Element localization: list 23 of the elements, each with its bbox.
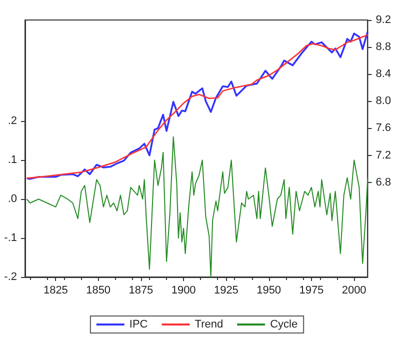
x-tick-label: 1850 <box>86 284 111 296</box>
x-tick-label: 1825 <box>43 284 68 296</box>
x-tick-label: 1900 <box>171 284 196 296</box>
legend-label: IPC <box>129 318 148 330</box>
y2-tick-label: 7.6 <box>376 122 392 134</box>
y2-tick-label: 8.8 <box>376 41 392 54</box>
y-tick-label: -.1 <box>4 232 17 244</box>
y-tick-label: .2 <box>8 115 17 128</box>
legend-label: Trend <box>194 318 224 330</box>
y-tick-label: -.2 <box>4 271 17 283</box>
x-tick-label: 2000 <box>342 284 366 296</box>
x-tick-label: 1875 <box>128 284 154 296</box>
y-tick-label: .1 <box>8 154 17 166</box>
y2-tick-label: 8.0 <box>376 95 392 108</box>
x-tick-label: 1950 <box>256 284 282 296</box>
y2-tick-label: 7.2 <box>376 149 392 162</box>
y-tick-label: .0 <box>8 193 17 206</box>
x-tick-label: 1975 <box>299 284 324 296</box>
y2-tick-label: 9.2 <box>376 14 392 26</box>
x-tick-label: 1925 <box>214 284 238 296</box>
legend-label: Cycle <box>270 318 298 330</box>
y2-tick-label: 8.4 <box>376 68 392 80</box>
y2-tick-label: 6.8 <box>376 176 392 188</box>
